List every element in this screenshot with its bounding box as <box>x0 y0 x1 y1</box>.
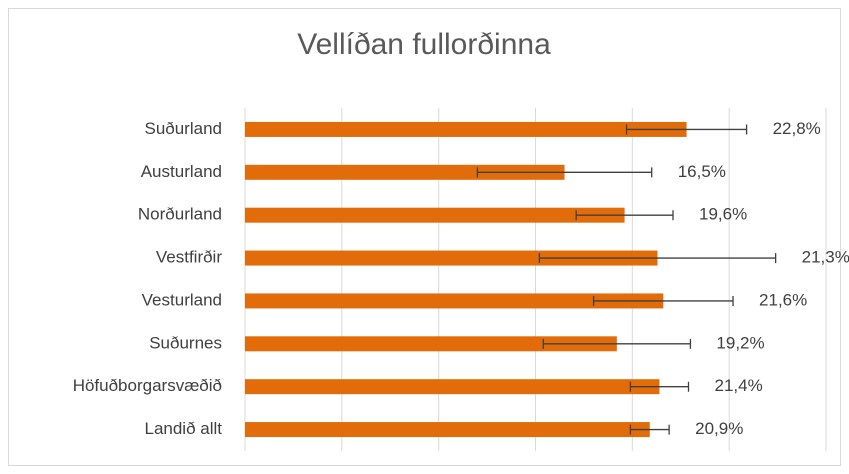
bar <box>245 293 664 309</box>
y-tick-label: Austurland <box>141 162 222 181</box>
error-bar <box>625 124 748 135</box>
y-tick-label: Landið allt <box>144 419 222 438</box>
y-tick-label: Höfuðborgarsvæðið <box>73 376 222 395</box>
bar <box>245 379 660 395</box>
y-tick-label: Vestfirðir <box>156 248 222 267</box>
value-label: 16,5% <box>678 162 726 181</box>
error-bar <box>592 295 734 306</box>
error-bar <box>542 338 692 349</box>
error-bar <box>629 424 670 435</box>
chart-border <box>8 8 841 466</box>
value-label: 21,4% <box>714 376 762 395</box>
bar <box>245 207 625 223</box>
error-bar <box>476 167 653 178</box>
bar <box>245 164 565 180</box>
error-bar <box>575 210 674 221</box>
chart-title: Vellíðan fullorðinna <box>297 28 551 61</box>
y-tick-label: Norðurland <box>138 205 222 224</box>
value-label: 21,6% <box>759 290 807 309</box>
y-tick-label: Suðurland <box>144 119 222 138</box>
y-tick-label: Vesturland <box>142 290 222 309</box>
error-bar <box>629 381 690 392</box>
y-tick-label: Suðurnes <box>149 333 222 352</box>
bar <box>245 422 650 438</box>
bar <box>245 250 658 266</box>
value-label: 22,8% <box>773 119 821 138</box>
bar <box>245 336 617 352</box>
value-label: 19,2% <box>716 333 764 352</box>
value-label: 21,3% <box>802 248 849 267</box>
value-label: 19,6% <box>699 205 747 224</box>
error-bar <box>538 253 777 264</box>
value-label: 20,9% <box>695 419 743 438</box>
bar <box>245 121 687 137</box>
